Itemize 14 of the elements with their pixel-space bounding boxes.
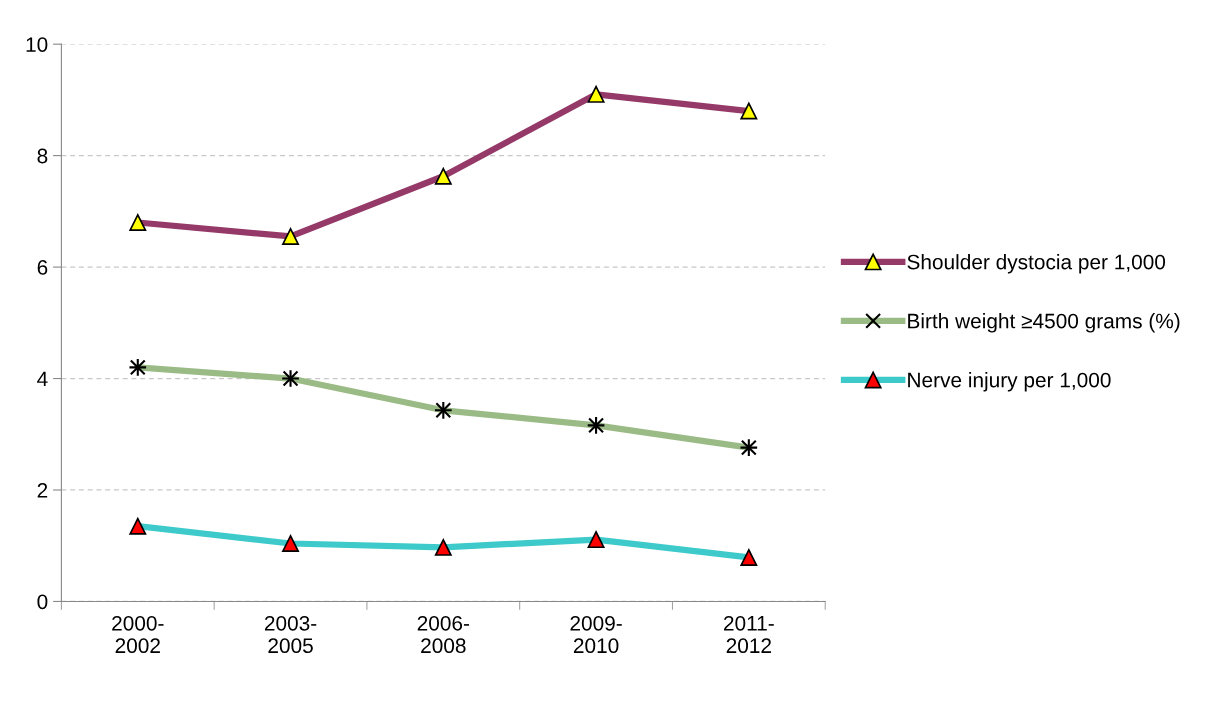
y-tick-label: 4	[37, 371, 48, 387]
y-tick-label: 2	[37, 483, 48, 498]
x-tick-label: 2003- 2005	[264, 615, 317, 654]
y-tick-label: 0	[37, 594, 48, 610]
x-tick-label: 2006- 2008	[417, 615, 470, 654]
y-tick-label: 6	[37, 260, 48, 275]
legend-label: Shoulder dystocia per 1,000	[907, 254, 1166, 274]
x-tick-label: 2000- 2002	[112, 615, 164, 654]
y-tick-label: 8	[37, 148, 48, 164]
legend-label: Birth weight ≥4500 grams (%)	[908, 313, 1180, 333]
x-tick-label: 2009- 2010	[570, 615, 622, 654]
y-tick-label: 10	[26, 37, 48, 52]
x-tick-label: 2011- 2012	[724, 615, 774, 654]
legend-label: Nerve injury per 1,000	[908, 372, 1111, 392]
